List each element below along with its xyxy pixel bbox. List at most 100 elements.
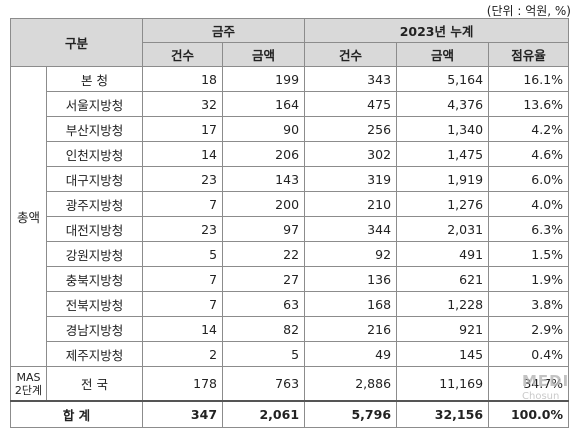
week-amount: 143: [222, 166, 306, 192]
week-amount: 63: [222, 291, 306, 317]
ytd-share: 34.7%: [488, 366, 570, 402]
ytd-share: 3.8%: [488, 291, 570, 317]
mas-row: MAS 2단계 전 국 178 763 2,886 11,169 34.7%: [10, 366, 570, 402]
week-count: 14: [142, 316, 224, 342]
ytd-share: 6.0%: [488, 166, 570, 192]
row-label: 전북지방청: [45, 291, 144, 317]
header-ytd: 2023년 누계: [304, 18, 570, 43]
ytd-share: 4.0%: [488, 191, 570, 217]
ytd-count: 2,886: [304, 366, 398, 402]
week-count: 32: [142, 91, 224, 117]
week-amount: 5: [222, 341, 306, 367]
week-amount: 82: [222, 316, 306, 342]
group-label: 총액: [10, 66, 47, 367]
total-row: 합 계 347 2,061 5,796 32,156 100.0%: [9, 400, 570, 428]
week-count: 5: [142, 241, 224, 267]
header-category: 구분: [9, 18, 144, 67]
ytd-amount: 491: [396, 241, 490, 267]
mas-label: MAS 2단계: [10, 366, 47, 402]
ytd-count: 319: [304, 166, 398, 192]
table-row: 대전지방청 23 97 344 2,031 6.3%: [11, 216, 570, 242]
week-count: 17: [142, 116, 224, 142]
ytd-count: 475: [304, 91, 398, 117]
week-count: 2: [142, 341, 224, 367]
week-amount: 763: [222, 366, 306, 402]
ytd-share: 2.9%: [488, 316, 570, 342]
row-label: 부산지방청: [45, 116, 144, 142]
table-row: 인천지방청 14 206 302 1,475 4.6%: [11, 141, 570, 167]
ytd-share: 4.6%: [488, 141, 570, 167]
header-week-count: 건수: [142, 42, 224, 67]
ytd-count: 5,796: [304, 400, 398, 428]
ytd-count: 216: [304, 316, 398, 342]
header-week: 금주: [142, 18, 306, 43]
ytd-amount: 1,228: [396, 291, 490, 317]
header-ytd-amount: 금액: [396, 42, 490, 67]
week-amount: 200: [222, 191, 306, 217]
total-label: 합 계: [9, 400, 144, 428]
ytd-amount: 32,156: [396, 400, 490, 428]
ytd-count: 210: [304, 191, 398, 217]
ytd-share: 13.6%: [488, 91, 570, 117]
week-count: 23: [142, 166, 224, 192]
row-label: 강원지방청: [45, 241, 144, 267]
watermark-sub: Chosun: [522, 391, 560, 402]
week-count: 7: [142, 191, 224, 217]
ytd-amount: 1,475: [396, 141, 490, 167]
row-label: 광주지방청: [45, 191, 144, 217]
row-label: 전 국: [45, 366, 144, 402]
row-label: 인천지방청: [45, 141, 144, 167]
row-label: 대구지방청: [45, 166, 144, 192]
header-ytd-share: 점유율: [488, 42, 570, 67]
ytd-amount: 5,164: [396, 66, 490, 92]
ytd-amount: 145: [396, 341, 490, 367]
procurement-table: 구분 금주 2023년 누계 건수 금액 건수 금액 점유율 총액 본 청 18…: [9, 18, 570, 428]
row-label: 대전지방청: [45, 216, 144, 242]
ytd-share: 1.9%: [488, 266, 570, 292]
week-count: 7: [142, 266, 224, 292]
ytd-amount: 2,031: [396, 216, 490, 242]
table-row: 충북지방청 7 27 136 621 1.9%: [11, 266, 570, 292]
ytd-share: 1.5%: [488, 241, 570, 267]
ytd-share: 4.2%: [488, 116, 570, 142]
week-count: 14: [142, 141, 224, 167]
ytd-share: 16.1%: [488, 66, 570, 92]
ytd-share: 6.3%: [488, 216, 570, 242]
week-amount: 2,061: [222, 400, 306, 428]
header-ytd-count: 건수: [304, 42, 398, 67]
week-count: 7: [142, 291, 224, 317]
week-amount: 22: [222, 241, 306, 267]
header-week-amount: 금액: [222, 42, 306, 67]
week-amount: 27: [222, 266, 306, 292]
ytd-share: 100.0%: [488, 400, 570, 428]
ytd-count: 92: [304, 241, 398, 267]
week-count: 23: [142, 216, 224, 242]
ytd-count: 344: [304, 216, 398, 242]
ytd-count: 136: [304, 266, 398, 292]
week-count: 18: [142, 66, 224, 92]
week-amount: 199: [222, 66, 306, 92]
table-row: 대구지방청 23 143 319 1,919 6.0%: [11, 166, 570, 192]
ytd-count: 256: [304, 116, 398, 142]
ytd-count: 343: [304, 66, 398, 92]
ytd-amount: 11,169: [396, 366, 490, 402]
row-label: 제주지방청: [45, 341, 144, 367]
table-row: 제주지방청 2 5 49 145 0.4%: [11, 341, 570, 367]
week-amount: 90: [222, 116, 306, 142]
ytd-amount: 1,340: [396, 116, 490, 142]
table-row: 총액 본 청 18 199 343 5,164 16.1%: [10, 66, 570, 367]
watermark: MEDI: [522, 372, 570, 390]
row-label: 경남지방청: [45, 316, 144, 342]
week-amount: 206: [222, 141, 306, 167]
ytd-amount: 1,276: [396, 191, 490, 217]
week-count: 178: [142, 366, 224, 402]
ytd-count: 302: [304, 141, 398, 167]
unit-note: (단위 : 억원, %): [486, 4, 571, 18]
week-count: 347: [142, 400, 224, 428]
table-row: 경남지방청 14 82 216 921 2.9%: [11, 316, 570, 342]
ytd-share: 0.4%: [488, 341, 570, 367]
table-row: 부산지방청 17 90 256 1,340 4.2%: [11, 116, 570, 142]
table-row: 서울지방청 32 164 475 4,376 13.6%: [11, 91, 570, 117]
row-label: 충북지방청: [45, 266, 144, 292]
week-amount: 164: [222, 91, 306, 117]
